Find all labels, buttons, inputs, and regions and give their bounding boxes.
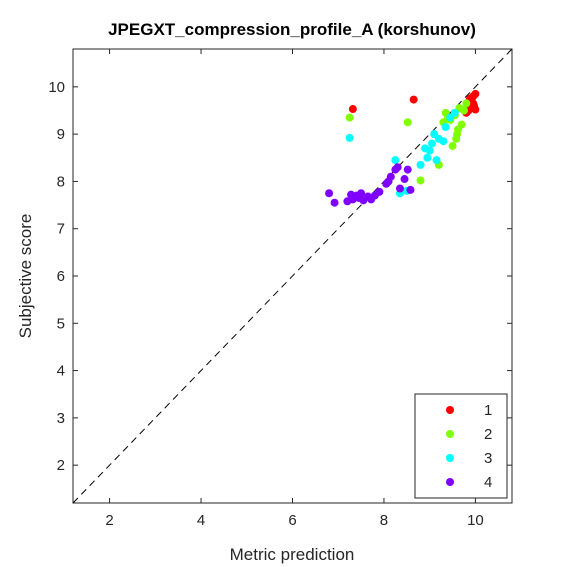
data-point-series-4 [325,189,334,198]
data-point-series-4 [393,163,402,172]
x-tick-label: 4 [197,512,205,529]
data-point-series-4 [406,185,415,194]
y-tick-label: 9 [57,126,65,143]
legend-label-3: 3 [484,450,492,467]
legend-label-4: 4 [484,474,492,491]
data-point-series-3 [423,153,432,162]
data-point-series-3 [421,144,430,153]
data-point-series-2 [459,106,468,115]
x-tick-label: 2 [105,512,113,529]
data-points [325,89,480,207]
data-point-series-4 [330,198,339,207]
data-point-series-1 [348,105,357,114]
legend-label-2: 2 [484,426,492,443]
legend: 1 2 3 4 [414,393,508,499]
x-axis-ticks: 2 4 6 8 10 [105,49,484,529]
x-tick-label: 6 [288,512,296,529]
data-point-series-3 [345,133,354,142]
data-point-series-3 [427,139,436,148]
data-point-series-3 [450,108,459,117]
data-point-series-4 [400,175,409,184]
data-point-series-3 [430,130,439,139]
y-tick-label: 3 [57,410,65,427]
data-point-series-4 [357,189,366,198]
y-tick-label: 7 [57,221,65,238]
reference-diagonal-line [72,48,513,504]
data-point-series-4 [395,184,404,193]
data-point-series-3 [391,156,400,165]
data-point-series-3 [432,156,441,165]
x-tick-label: 8 [380,512,388,529]
legend-label-1: 1 [484,402,492,419]
data-point-series-4 [384,177,393,186]
data-point-series-2 [462,99,471,108]
data-point-series-2 [345,113,354,122]
y-tick-label: 8 [57,173,65,190]
y-tick-label: 5 [57,315,65,332]
data-point-series-2 [416,176,425,185]
chart-title: JPEGXT_compression_profile_A (korshunov) [108,20,476,39]
data-point-series-1 [471,105,480,114]
data-point-series-1 [469,92,478,101]
x-tick-label: 10 [467,512,484,529]
data-point-series-4 [375,187,384,196]
y-axis-label: Subjective score [16,214,35,339]
data-point-series-1 [409,95,418,104]
legend-marker-2 [446,430,454,438]
y-tick-label: 6 [57,268,65,285]
x-axis-label: Metric prediction [230,545,355,564]
data-point-series-3 [416,160,425,169]
legend-box [414,393,508,499]
y-tick-label: 10 [48,79,65,96]
legend-marker-3 [446,454,454,462]
data-point-series-4 [403,165,412,174]
legend-marker-4 [446,478,454,486]
data-point-series-3 [441,123,450,132]
data-point-series-2 [452,134,461,143]
data-point-series-2 [454,125,463,134]
data-point-series-2 [403,118,412,127]
y-axis-ticks: 2 3 4 5 6 7 8 9 10 [48,79,512,474]
y-tick-label: 2 [57,457,65,474]
data-point-series-3 [439,137,448,146]
data-point-series-2 [448,141,457,150]
legend-marker-1 [446,406,454,414]
y-tick-label: 4 [57,363,65,380]
